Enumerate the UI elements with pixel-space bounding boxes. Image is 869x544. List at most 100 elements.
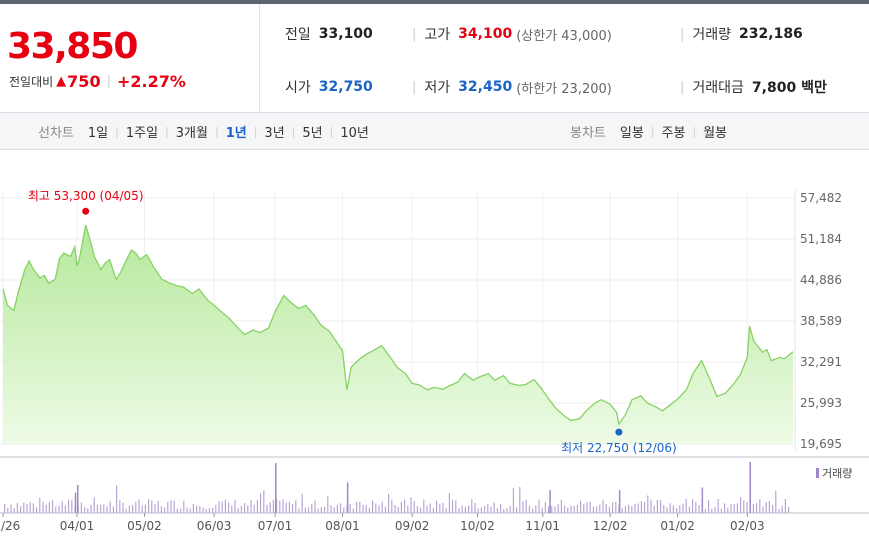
volume-legend-swatch (816, 468, 819, 478)
volume-bar (340, 503, 342, 513)
stat-label: 시가 (285, 80, 311, 96)
volume-bar (333, 507, 335, 513)
volume-bar (685, 499, 687, 513)
volume-bar (656, 499, 658, 513)
volume-bar (295, 500, 297, 513)
volume-bar (538, 499, 540, 513)
line-period-button[interactable]: 3개월 (175, 125, 208, 141)
volume-bar (256, 500, 258, 513)
line-period-button[interactable]: 10년 (340, 125, 369, 141)
volume-bar (250, 499, 252, 513)
volume-bar (279, 500, 281, 513)
volume-bar (676, 508, 678, 513)
volume-bar (189, 508, 191, 513)
volume-bar (266, 504, 268, 513)
line-period-button[interactable]: 5년 (302, 125, 323, 141)
volume-bar (439, 503, 441, 513)
volume-bar (650, 499, 652, 513)
line-period-button[interactable]: 1일 (87, 125, 109, 141)
volume-bar (317, 508, 319, 513)
volume-bar (368, 507, 370, 513)
volume-bar (602, 500, 604, 513)
volume-bar (378, 505, 380, 513)
volume-bar (445, 508, 447, 513)
volume-bar (160, 506, 162, 513)
volume-bar (87, 508, 89, 513)
volume-bar (202, 507, 204, 513)
candle-period-button[interactable]: 일봉 (619, 125, 644, 141)
volume-bar (208, 508, 210, 513)
volume-bar (461, 505, 463, 513)
stat-prev-close: 전일 33,100 (285, 24, 373, 44)
stat-label: 저가 (424, 80, 451, 96)
separator: | (650, 124, 655, 138)
volume-bar (528, 505, 530, 513)
volume-bar (68, 499, 70, 513)
volume-bar (490, 506, 492, 513)
volume-bar (442, 502, 444, 513)
candle-period-button[interactable]: 월봉 (703, 125, 728, 141)
volume-bar (423, 499, 425, 513)
line-period-button[interactable]: 1주일 (125, 125, 159, 141)
volume-bar (196, 505, 198, 513)
volume-bar (212, 507, 214, 513)
separator: | (412, 26, 417, 42)
volume-bar (522, 501, 524, 513)
y-tick-label: 25,993 (800, 396, 842, 410)
volume-bar (714, 507, 716, 513)
stat-open: 시가 32,750 (285, 77, 373, 97)
stat-value: 32,450 (458, 79, 513, 95)
volume-bar (525, 499, 527, 513)
stat-value: 33,100 (318, 26, 373, 42)
volume-bar (509, 505, 511, 513)
volume-bar (775, 490, 777, 513)
stat-amount: | 거래대금 7,800 백만 (680, 77, 827, 97)
volume-bar (109, 501, 111, 513)
volume-bar (589, 501, 591, 513)
volume-bar (756, 503, 758, 513)
volume-bar (365, 505, 367, 513)
stat-value: 7,800 백만 (751, 80, 827, 96)
volume-bar (426, 505, 428, 513)
volume-bar (743, 500, 745, 513)
line-period-button[interactable]: 1년 (225, 125, 247, 141)
y-tick-label: 44,886 (800, 273, 842, 287)
volume-bar (404, 499, 406, 513)
volume-bar (151, 500, 153, 513)
high-marker (82, 207, 90, 215)
candle-period-button[interactable]: 주봉 (661, 125, 686, 141)
volume-bar (468, 505, 470, 513)
separator: | (291, 124, 296, 138)
y-tick-label: 51,184 (800, 232, 842, 246)
volume-bar (141, 505, 143, 513)
change-label: 전일대비 (9, 75, 54, 89)
volume-bar (275, 463, 277, 513)
y-tick-label: 57,482 (800, 191, 842, 205)
volume-bar (132, 505, 134, 513)
volume-bar (231, 505, 233, 513)
line-period-button[interactable]: 3년 (264, 125, 285, 141)
volume-bar (247, 505, 249, 513)
volume-bar (80, 502, 82, 513)
volume-bar (554, 506, 556, 513)
volume-bar (205, 508, 207, 513)
volume-bar (458, 508, 460, 513)
volume-bar (599, 504, 601, 513)
change-row: 전일대비 ▲ 750 | +2.27% (9, 72, 186, 91)
volume-bar (749, 462, 751, 513)
volume-bar (311, 503, 313, 513)
volume-bar (215, 504, 217, 513)
x-tick-label: 02/03 (730, 519, 765, 533)
volume-bar (282, 499, 284, 513)
volume-bar (352, 508, 354, 513)
volume-bar (272, 499, 274, 513)
volume-bar (362, 504, 364, 513)
volume-bar (413, 501, 415, 513)
up-triangle-icon: ▲ (56, 74, 67, 89)
volume-bar (644, 501, 646, 513)
volume-bar (549, 490, 551, 513)
volume-bar (244, 502, 246, 513)
volume-bar (477, 508, 479, 513)
volume-bar (112, 506, 114, 513)
volume-bar (391, 499, 393, 513)
